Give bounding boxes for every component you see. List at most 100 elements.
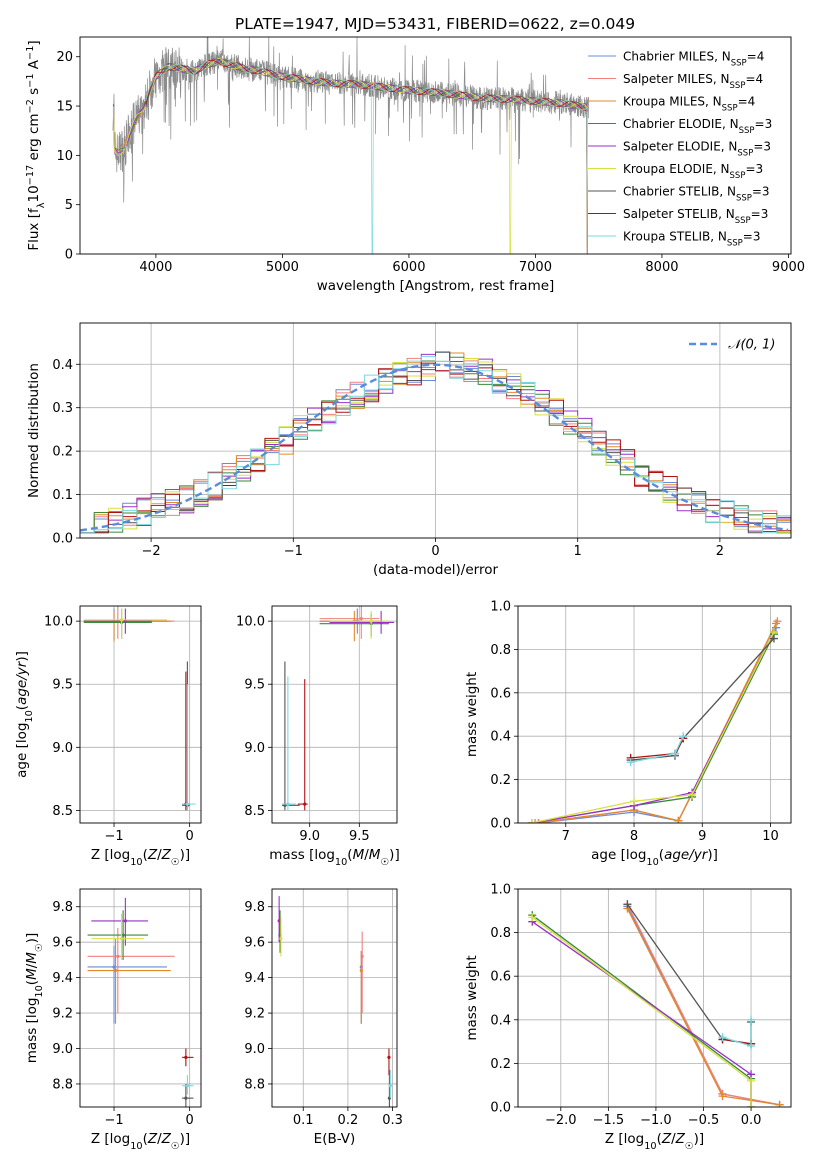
x-axis-label: Z [log10(Z/Z☉)]: [605, 1131, 704, 1152]
point-kroupa_stelib: [185, 802, 189, 806]
point-kroupa_elodie: [119, 937, 124, 941]
x-axis-label: Z [log10(Z/Z☉)]: [91, 847, 190, 868]
x-tick-label: 0: [186, 829, 194, 844]
histogram-kroupa_stelib: [80, 356, 791, 534]
legend-label: Salpeter ELODIE, NSSP=3: [623, 140, 771, 159]
axes-frame: [517, 888, 792, 1108]
weight-marker-kroupa_stelib: [747, 1041, 756, 1050]
weight-marker-kroupa_elodie: [747, 1076, 756, 1085]
plot-area: [281, 606, 395, 811]
axes-frame: [271, 888, 398, 1108]
chart-title: PLATE=1947, MJD=53431, FIBERID=0622, z=0…: [235, 15, 635, 33]
x-tick-label: 7000: [519, 260, 552, 275]
y-tick-label: 10.0: [44, 615, 73, 630]
legend-label: Chabrier MILES, NSSP=4: [623, 50, 764, 69]
point-chabrier_elodie: [121, 933, 125, 937]
y-tick-label: 5: [65, 198, 73, 213]
point-salpeter_stelib: [387, 1055, 391, 1059]
point-chabrier_miles: [112, 965, 116, 969]
y-axis-label: mass weight: [464, 955, 480, 1040]
plot-area: [83, 606, 196, 811]
weight-marker-kroupa_miles: [674, 816, 683, 823]
model-line-chabrier_stelib: [145, 58, 589, 254]
point-kroupa_elodie: [119, 618, 124, 622]
y-tick-label: 0.6: [490, 970, 511, 985]
y-tick-label: 9.0: [52, 1042, 73, 1057]
y-tick-label: 8.8: [244, 1077, 265, 1092]
panel-mass_weight_vs_age: 7 8 9 10 0.0 0.2 0.4 0.6 0.8 1.0 age [log10(age/yr…: [464, 600, 792, 868]
axes-frame: [271, 605, 398, 824]
model-line-kroupa_miles: [112, 60, 589, 254]
x-tick-label: 9000: [772, 260, 805, 275]
x-tick-label: 8000: [645, 260, 678, 275]
y-tick-label: 9.4: [244, 971, 265, 986]
point-salpeter_miles: [116, 954, 120, 958]
x-tick-label: 2: [716, 544, 724, 559]
y-tick-label: 9.0: [244, 1042, 265, 1057]
data-spectrum-line: [112, 37, 589, 203]
weight-line-salpeter_miles: [538, 620, 778, 823]
y-tick-label: 0: [65, 248, 73, 263]
weight-line-salpeter_elodie: [531, 631, 775, 823]
x-tick-label: 0: [431, 544, 439, 559]
point-chabrier_stelib: [184, 1096, 188, 1100]
panel-spectrum: 4000 5000 6000 7000 8000 9000 0 5 10 15 20 waveleng…: [25, 36, 805, 294]
plot-area: [277, 896, 392, 1107]
panel-age_vs_Z: −1 0 8.5 9.0 9.5 10.0 Z [log10(Z/Z☉)] age [log1…: [14, 605, 202, 868]
y-tick-label: 9.6: [244, 936, 265, 951]
model-line-kroupa_stelib: [145, 60, 589, 254]
y-tick-label: 9.2: [52, 1007, 73, 1022]
panel-residuals: −2 −1 0 1 2 0.0 0.1 0.2 0.3 0.4 (data-model)/error…: [26, 322, 792, 578]
weight-marker-kroupa_stelib: [747, 1015, 756, 1024]
y-tick-label: 0.2: [490, 1057, 511, 1072]
x-tick-label: 0.2: [338, 1113, 359, 1128]
weight-line-kroupa_elodie: [531, 631, 775, 823]
legend-label: Chabrier ELODIE, NSSP=3: [623, 117, 772, 136]
axes-frame: [517, 605, 792, 824]
weight-marker-kroupa_stelib: [626, 758, 635, 767]
x-tick-label: −0.5: [688, 1113, 720, 1128]
y-tick-label: 9.8: [52, 900, 73, 915]
weight-line-salpeter_elodie: [531, 921, 752, 1107]
y-tick-label: 9.5: [244, 678, 265, 693]
y-tick-label: 0.3: [52, 401, 73, 416]
x-tick-label: −1.5: [593, 1113, 625, 1128]
x-tick-label: 4000: [139, 260, 172, 275]
weight-marker-kroupa_stelib: [718, 1033, 727, 1042]
y-tick-label: 8.5: [244, 804, 265, 819]
legend-label: Chabrier STELIB, NSSP=3: [623, 185, 770, 204]
model-line-chabrier_miles: [112, 58, 589, 254]
y-axis-label: Flux [fλ10−17 erg cm−2 s−1 A−1]: [25, 40, 47, 250]
plot-area: [80, 351, 791, 534]
legend-label: Kroupa STELIB, NSSP=3: [623, 230, 761, 249]
y-tick-label: 15: [56, 100, 73, 115]
point-kroupa_miles: [113, 968, 118, 973]
x-tick-label: 1: [574, 544, 582, 559]
x-tick-label: −1.0: [640, 1113, 672, 1128]
point-kroupa_stelib: [286, 802, 290, 806]
y-tick-label: 0.0: [52, 532, 73, 547]
x-tick-label: −2: [142, 544, 161, 559]
y-tick-label: 0.2: [52, 445, 73, 460]
weight-marker-kroupa_elodie: [630, 797, 639, 806]
x-tick-label: 9: [698, 829, 706, 844]
x-tick-label: −2.0: [545, 1113, 577, 1128]
y-tick-label: 10: [56, 149, 73, 164]
legend-label: Kroupa MILES, NSSP=4: [623, 95, 755, 114]
legend-label: Kroupa ELODIE, NSSP=3: [623, 162, 763, 181]
panel-mass_weight_vs_Z: −2.0 −1.5 −1.0 −0.5 0.0 0.0 0.2 0.4 0.6 0.8 1.0 Z […: [464, 883, 792, 1152]
point-kroupa_stelib: [185, 1084, 189, 1088]
weight-marker-kroupa_miles: [771, 619, 780, 628]
x-tick-label: −1: [284, 544, 303, 559]
x-axis-label: mass [log10(M/M☉)]: [269, 847, 399, 868]
axes-frame: [79, 322, 792, 539]
x-tick-label: −1: [104, 1113, 123, 1128]
gaussian-curve: [80, 363, 789, 532]
x-axis-label: age [log10(age/yr)]: [591, 847, 718, 868]
plot-area: [87, 897, 194, 1107]
y-tick-label: 9.2: [244, 1007, 265, 1022]
x-tick-label: 7: [562, 829, 570, 844]
weight-line-chabrier_stelib: [626, 903, 752, 1045]
chart-panels: 4000 5000 6000 7000 8000 900005101520waveleng…: [14, 36, 805, 1152]
